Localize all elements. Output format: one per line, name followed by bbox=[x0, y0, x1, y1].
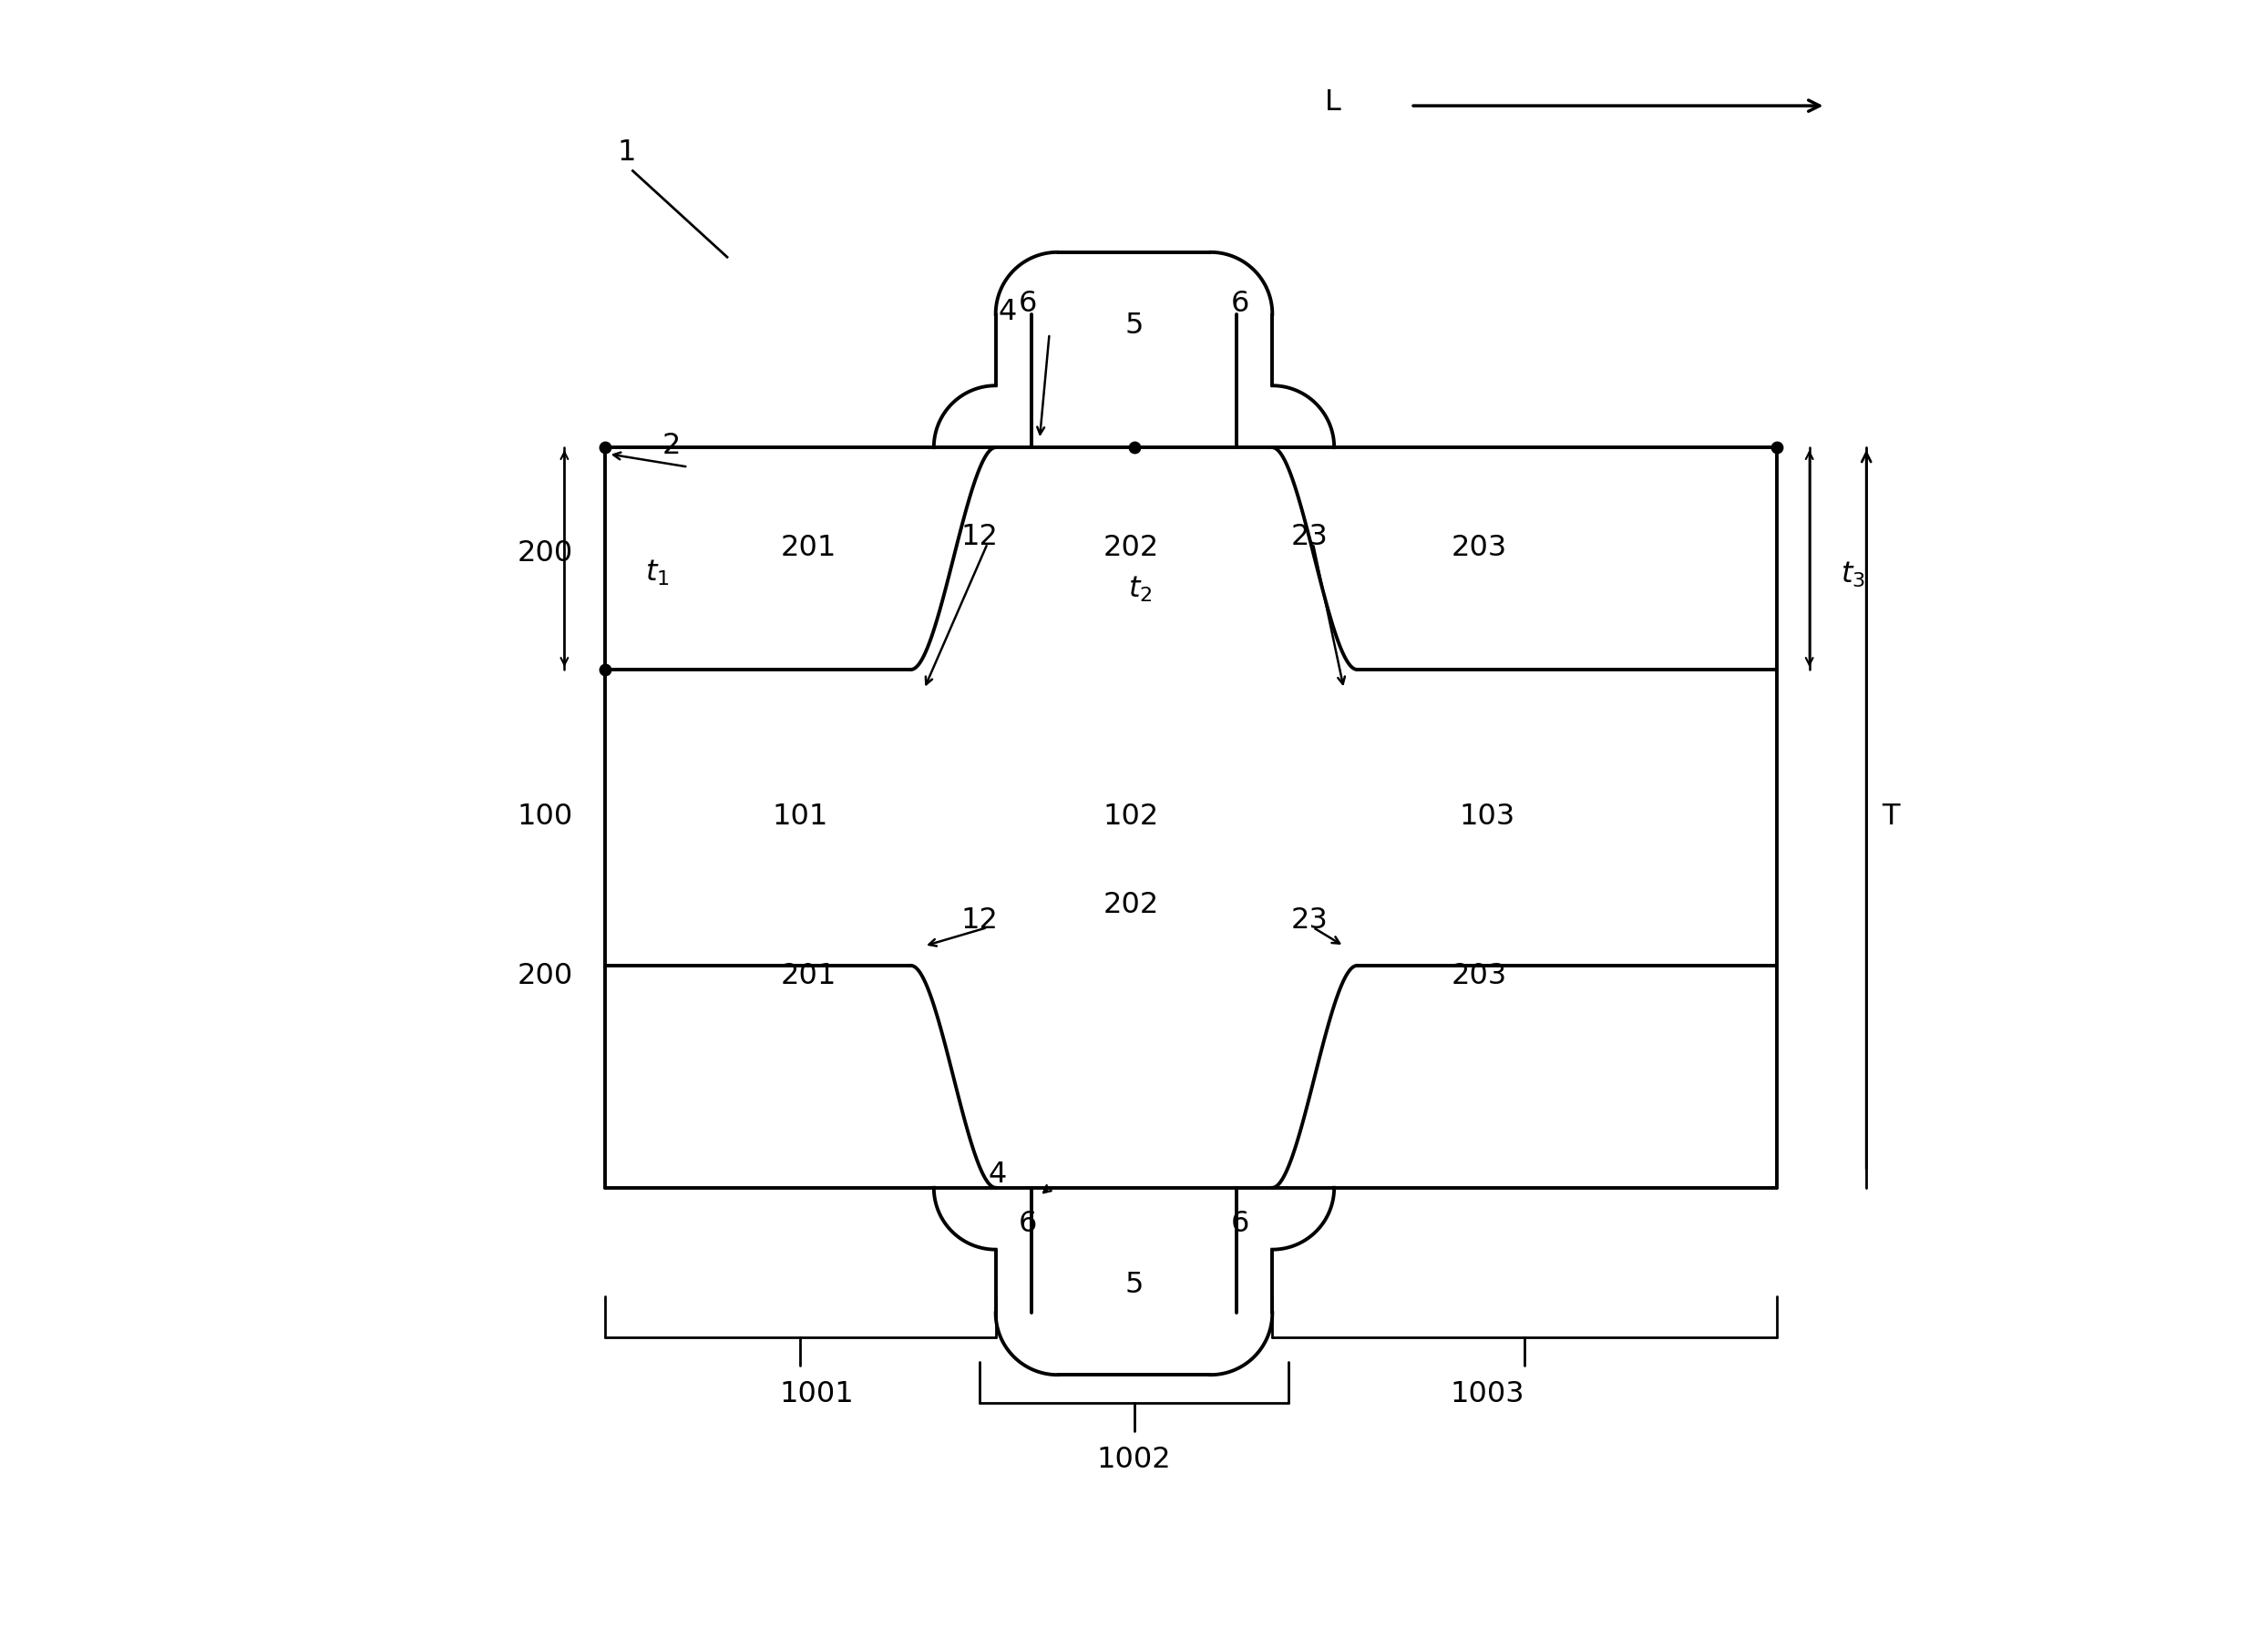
Text: 2: 2 bbox=[662, 431, 680, 460]
Text: 203: 203 bbox=[1452, 962, 1506, 991]
Text: $t_3$: $t_3$ bbox=[1842, 560, 1867, 589]
Text: 100: 100 bbox=[517, 802, 574, 831]
Text: 200: 200 bbox=[517, 539, 574, 568]
Text: $t_1$: $t_1$ bbox=[644, 558, 669, 587]
Text: 200: 200 bbox=[517, 962, 574, 991]
Text: 103: 103 bbox=[1458, 802, 1515, 831]
Text: 5: 5 bbox=[1125, 1271, 1143, 1300]
Text: 1002: 1002 bbox=[1098, 1445, 1170, 1474]
Text: 201: 201 bbox=[780, 534, 837, 563]
Text: 202: 202 bbox=[1102, 534, 1159, 563]
Text: 101: 101 bbox=[773, 802, 828, 831]
Text: 6: 6 bbox=[1232, 290, 1250, 319]
Text: 4: 4 bbox=[998, 298, 1016, 327]
Text: 203: 203 bbox=[1452, 534, 1506, 563]
Text: 1: 1 bbox=[617, 138, 635, 168]
Text: 6: 6 bbox=[1232, 1209, 1250, 1238]
Text: 12: 12 bbox=[962, 906, 998, 936]
Text: 12: 12 bbox=[962, 522, 998, 552]
Text: T: T bbox=[1882, 802, 1901, 831]
Text: 23: 23 bbox=[1290, 522, 1329, 552]
Text: 6: 6 bbox=[1018, 290, 1036, 319]
Text: 201: 201 bbox=[780, 962, 837, 991]
Text: 102: 102 bbox=[1102, 802, 1159, 831]
Text: 23: 23 bbox=[1290, 906, 1329, 936]
Text: 202: 202 bbox=[1102, 890, 1159, 919]
Text: $t_2$: $t_2$ bbox=[1129, 574, 1152, 604]
Text: 6: 6 bbox=[1018, 1209, 1036, 1238]
Text: 1003: 1003 bbox=[1449, 1380, 1524, 1409]
Text: 1001: 1001 bbox=[780, 1380, 853, 1409]
Text: L: L bbox=[1325, 88, 1340, 117]
Text: 5: 5 bbox=[1125, 311, 1143, 340]
Text: 4: 4 bbox=[989, 1160, 1007, 1189]
